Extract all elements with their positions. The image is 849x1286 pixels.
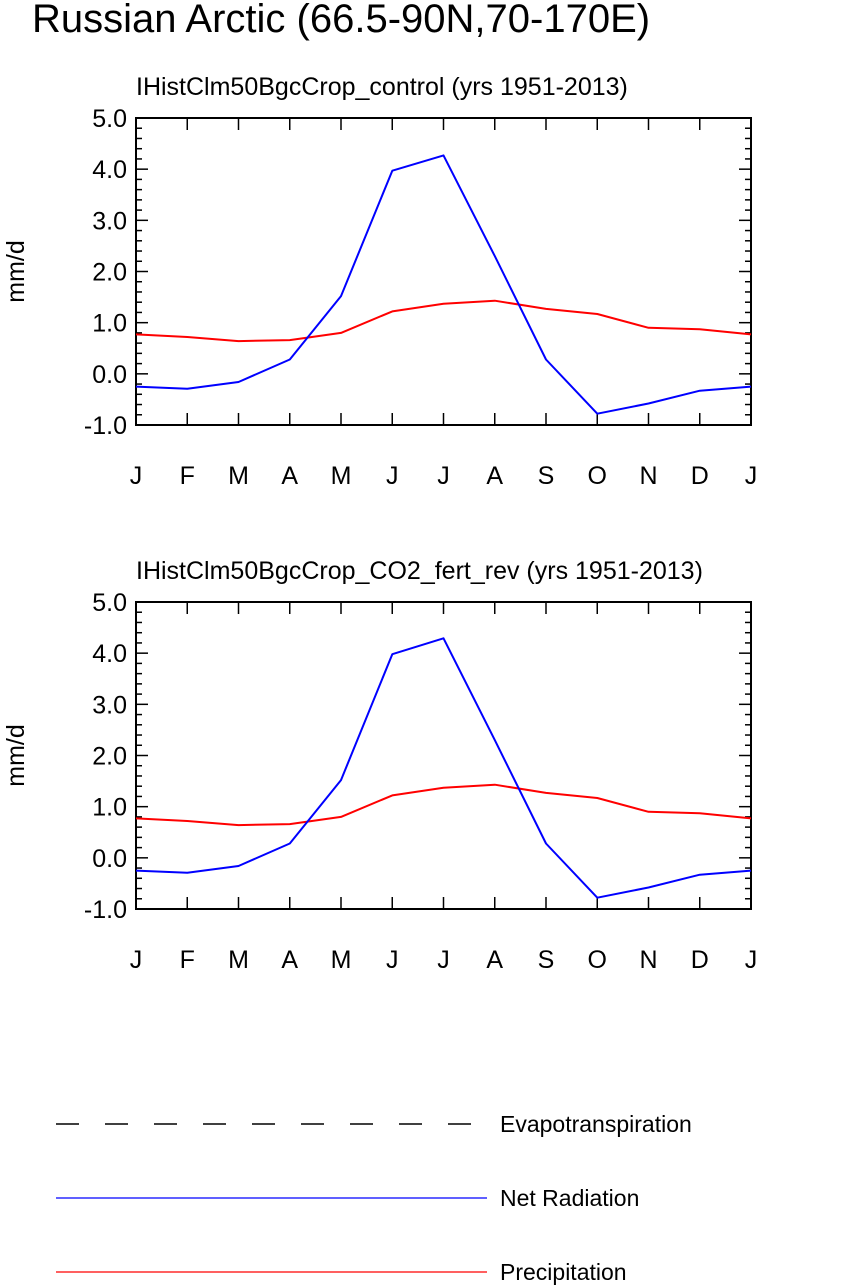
x-tick-label: F xyxy=(180,946,195,974)
legend-item-net-radiation: Net Radiation xyxy=(56,1185,639,1211)
figure-title: Russian Arctic (66.5-90N,70-170E) xyxy=(32,0,650,41)
x-tick-label: N xyxy=(639,462,657,490)
y-tick-label: -1.0 xyxy=(84,412,127,440)
series-line-net-radiation xyxy=(135,637,752,899)
x-tick-label: J xyxy=(437,462,450,490)
x-tick-label: M xyxy=(331,462,352,490)
y-tick-label: 1.0 xyxy=(92,794,127,822)
y-tick-label: 5.0 xyxy=(92,105,127,133)
x-tick-label: M xyxy=(228,462,249,490)
x-tick-label: S xyxy=(538,946,555,974)
x-tick-label: J xyxy=(745,462,758,490)
x-tick-label: N xyxy=(639,946,657,974)
y-tick-label: 5.0 xyxy=(92,589,127,617)
chart-panel-2: IHistClm50BgcCrop_CO2_fert_rev (yrs 1951… xyxy=(2,557,757,974)
x-tick-label: O xyxy=(588,462,607,490)
x-tick-label: F xyxy=(180,462,195,490)
y-axis-label: mm/d xyxy=(2,724,30,787)
chart-panels: IHistClm50BgcCrop_control (yrs 1951-2013… xyxy=(2,73,757,974)
y-tick-label: 3.0 xyxy=(92,691,127,719)
x-tick-label: J xyxy=(130,462,143,490)
y-tick-label: 0.0 xyxy=(92,845,127,873)
panel-title: IHistClm50BgcCrop_CO2_fert_rev (yrs 1951… xyxy=(136,557,703,585)
x-tick-label: J xyxy=(386,946,399,974)
x-tick-label: S xyxy=(538,462,555,490)
y-tick-label: 4.0 xyxy=(92,640,127,668)
x-tick-label: M xyxy=(228,946,249,974)
x-tick-label: J xyxy=(437,946,450,974)
legend-label: Net Radiation xyxy=(500,1185,639,1211)
plot-frame xyxy=(135,117,752,426)
x-tick-label: A xyxy=(486,946,503,974)
legend-item-precipitation: Precipitation xyxy=(56,1259,627,1285)
series-line-net-radiation xyxy=(135,154,752,415)
x-tick-label: D xyxy=(691,946,709,974)
x-tick-label: D xyxy=(691,462,709,490)
y-tick-label: 0.0 xyxy=(92,361,127,389)
x-tick-label: J xyxy=(386,462,399,490)
y-tick-label: 2.0 xyxy=(92,259,127,287)
y-tick-label: 3.0 xyxy=(92,207,127,235)
x-tick-label: A xyxy=(281,462,298,490)
series-line-precipitation xyxy=(135,299,752,343)
y-tick-label: 2.0 xyxy=(92,743,127,771)
x-tick-label: O xyxy=(588,946,607,974)
x-tick-label: J xyxy=(745,946,758,974)
x-tick-label: J xyxy=(130,946,143,974)
legend-label: Evapotranspiration xyxy=(500,1111,692,1137)
y-tick-label: 4.0 xyxy=(92,156,127,184)
y-axis-label: mm/d xyxy=(2,240,30,303)
panel-title: IHistClm50BgcCrop_control (yrs 1951-2013… xyxy=(136,73,628,101)
series-line-precipitation xyxy=(135,783,752,827)
legend-item-evapotranspiration: Evapotranspiration xyxy=(56,1111,692,1137)
legend-label: Precipitation xyxy=(500,1259,627,1285)
y-tick-label: 1.0 xyxy=(92,310,127,338)
x-tick-label: A xyxy=(486,462,503,490)
plot-frame xyxy=(135,601,752,910)
x-tick-label: M xyxy=(331,946,352,974)
x-tick-label: A xyxy=(281,946,298,974)
chart-panel-1: IHistClm50BgcCrop_control (yrs 1951-2013… xyxy=(2,73,757,490)
y-tick-label: -1.0 xyxy=(84,896,127,924)
legend: Evapotranspiration Net Radiation Precipita… xyxy=(56,1111,692,1285)
